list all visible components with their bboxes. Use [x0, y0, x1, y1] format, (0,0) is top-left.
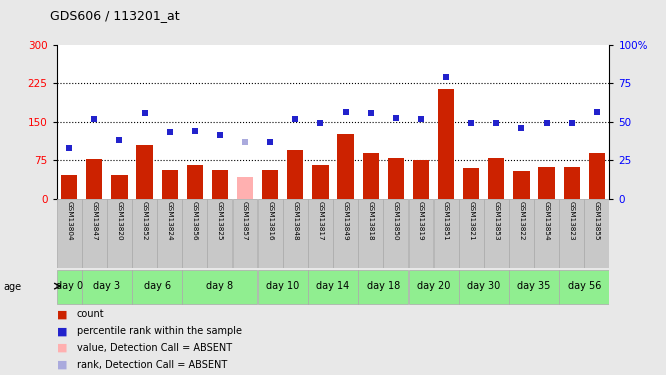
Text: day 18: day 18 [366, 281, 400, 291]
Text: GSM13852: GSM13852 [142, 201, 148, 240]
Text: day 3: day 3 [93, 281, 121, 291]
Bar [388, 158, 404, 199]
Bar [312, 165, 328, 199]
Bar [283, 199, 308, 268]
Text: GSM13851: GSM13851 [443, 201, 449, 240]
Text: GSM13848: GSM13848 [292, 201, 298, 240]
Bar [308, 270, 358, 304]
Bar [258, 270, 308, 304]
Text: ■: ■ [57, 309, 67, 320]
Text: value, Detection Call = ABSENT: value, Detection Call = ABSENT [77, 343, 232, 353]
Text: GSM13823: GSM13823 [569, 201, 575, 240]
Bar [82, 270, 132, 304]
Text: day 30: day 30 [467, 281, 500, 291]
Bar [358, 270, 408, 304]
Text: GSM13824: GSM13824 [166, 201, 172, 240]
Bar [258, 199, 282, 268]
Bar [182, 199, 207, 268]
Bar [232, 199, 258, 268]
Text: GSM13817: GSM13817 [318, 201, 324, 240]
Bar [333, 199, 358, 268]
Text: day 20: day 20 [417, 281, 450, 291]
Text: GSM13854: GSM13854 [543, 201, 549, 240]
Bar [132, 199, 157, 268]
Bar [384, 199, 408, 268]
Text: GSM13819: GSM13819 [418, 201, 424, 240]
Text: GSM13822: GSM13822 [518, 201, 524, 240]
Bar [61, 175, 77, 199]
Bar [438, 88, 454, 199]
Text: day 14: day 14 [316, 281, 350, 291]
Text: ■: ■ [57, 343, 67, 353]
Bar [534, 199, 559, 268]
Text: rank, Detection Call = ABSENT: rank, Detection Call = ABSENT [77, 360, 227, 370]
Bar [488, 158, 504, 199]
Bar [559, 270, 609, 304]
Text: day 10: day 10 [266, 281, 300, 291]
Text: GSM13857: GSM13857 [242, 201, 248, 240]
Text: GSM13849: GSM13849 [342, 201, 348, 240]
Bar [408, 199, 434, 268]
Text: GSM13804: GSM13804 [66, 201, 72, 240]
Text: GSM13853: GSM13853 [494, 201, 500, 240]
Text: GSM13850: GSM13850 [393, 201, 399, 240]
Bar [559, 199, 584, 268]
Text: GSM13825: GSM13825 [217, 201, 223, 240]
Text: GSM13818: GSM13818 [368, 201, 374, 240]
Bar [413, 160, 429, 199]
Text: count: count [77, 309, 104, 320]
Bar [513, 171, 529, 199]
Bar [186, 165, 203, 199]
Bar [509, 270, 559, 304]
Bar [358, 199, 383, 268]
Text: GSM13855: GSM13855 [594, 201, 600, 240]
Text: GSM13821: GSM13821 [468, 201, 474, 240]
Bar [584, 199, 609, 268]
Text: GDS606 / 113201_at: GDS606 / 113201_at [50, 9, 180, 22]
Bar [538, 167, 555, 199]
Bar [262, 170, 278, 199]
Text: ■: ■ [57, 326, 67, 336]
Text: age: age [3, 282, 21, 292]
Bar [107, 199, 132, 268]
Bar [237, 177, 253, 199]
Bar [434, 199, 458, 268]
Text: day 8: day 8 [206, 281, 234, 291]
Bar [86, 159, 103, 199]
Bar [57, 199, 82, 268]
Bar [132, 270, 182, 304]
Bar [459, 199, 484, 268]
Bar [111, 175, 128, 199]
Text: ■: ■ [57, 360, 67, 370]
Bar [287, 150, 304, 199]
Text: day 35: day 35 [517, 281, 551, 291]
Bar [82, 199, 107, 268]
Bar [459, 270, 509, 304]
Text: percentile rank within the sample: percentile rank within the sample [77, 326, 242, 336]
Text: GSM13856: GSM13856 [192, 201, 198, 240]
Bar [408, 270, 458, 304]
Bar [463, 168, 480, 199]
Bar [162, 170, 178, 199]
Bar [362, 153, 379, 199]
Bar [57, 270, 82, 304]
Text: GSM13820: GSM13820 [117, 201, 123, 240]
Text: day 0: day 0 [55, 281, 83, 291]
Text: GSM13847: GSM13847 [91, 201, 97, 240]
Bar [563, 167, 580, 199]
Bar [308, 199, 333, 268]
Text: GSM13816: GSM13816 [267, 201, 273, 240]
Bar [137, 145, 153, 199]
Text: day 6: day 6 [144, 281, 170, 291]
Bar [589, 153, 605, 199]
Text: day 56: day 56 [567, 281, 601, 291]
Bar [182, 270, 258, 304]
Bar [509, 199, 534, 268]
Bar [338, 134, 354, 199]
Bar [208, 199, 232, 268]
Bar [212, 170, 228, 199]
Bar [157, 199, 182, 268]
Bar [484, 199, 509, 268]
